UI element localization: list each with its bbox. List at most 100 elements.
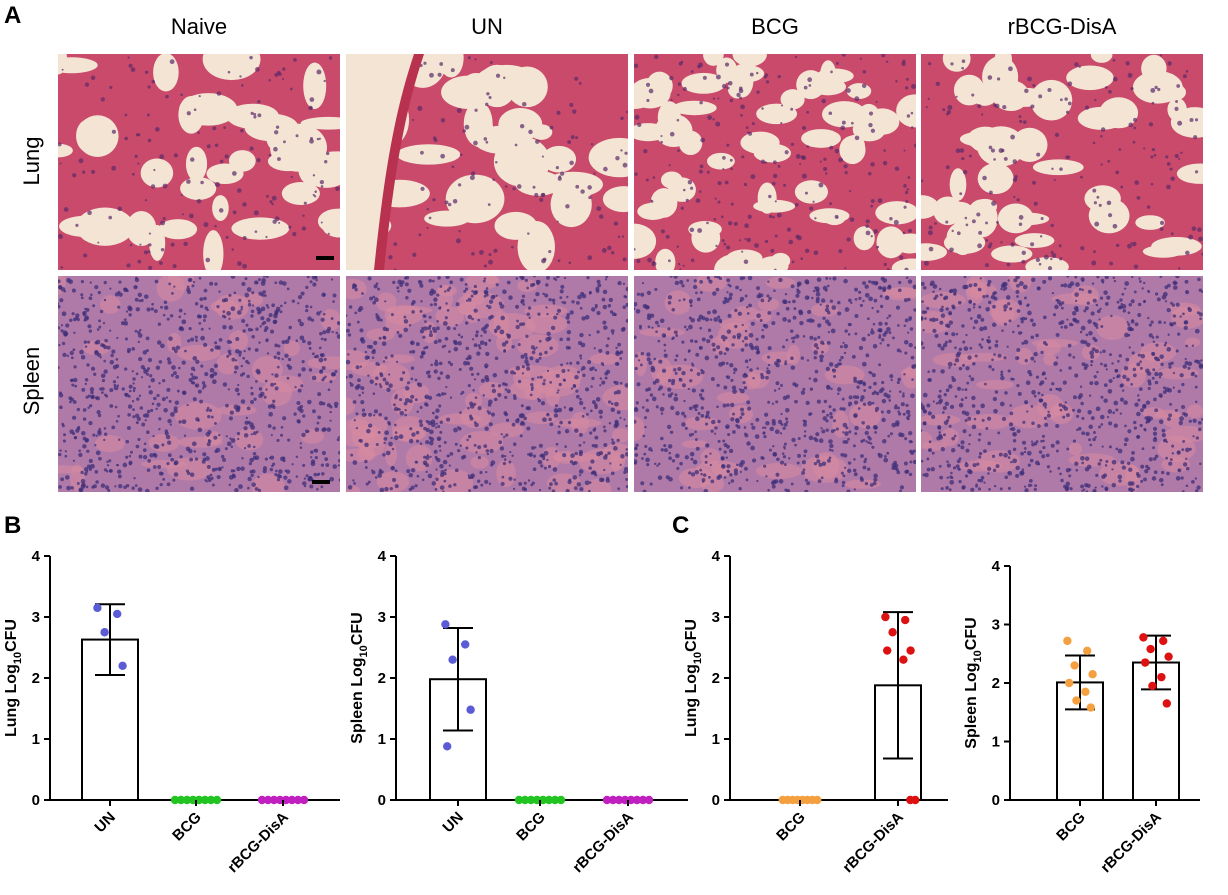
data-point [906,646,915,655]
y-tick-label: 1 [712,731,720,748]
data-point [443,742,452,751]
data-point [100,628,109,637]
data-point [602,795,612,805]
data-point [441,620,450,629]
x-tick-label: UN [439,809,466,836]
data-point [614,795,624,805]
chart-2: 0 1 2 3 4 Spleen Log10CFU UN BCG rBCG-DisA [349,548,688,876]
data-point [206,795,216,805]
y-tick-label: 2 [378,670,386,687]
y-axis-label: Lung Log10CFU [3,619,24,737]
y-tick-label: 4 [992,558,1001,575]
data-point [461,640,470,649]
spleen-micrograph-naive [58,276,340,492]
data-point [182,795,192,805]
scale-bar [316,256,334,260]
chart-3: 0 1 2 3 4 Lung Log10CFU BCG rBCG-DisA [683,548,948,876]
column-header-un: UN [471,14,503,39]
data-point [1139,633,1148,642]
y-tick-label: 4 [378,548,387,565]
data-point [1072,696,1081,705]
data-point [1083,646,1092,656]
x-tick-label: UN [91,809,118,836]
y-tick-label: 3 [992,617,1000,634]
x-tick-label: BCG [1053,809,1089,845]
data-point [448,655,457,664]
y-tick-label: 0 [378,792,386,809]
data-point [212,795,222,805]
data-point [1088,670,1097,679]
y-tick-label: 1 [992,734,1000,751]
data-point [1081,687,1090,696]
y-tick-label: 0 [992,792,1000,809]
data-point [899,655,908,664]
data-point [888,628,897,637]
spleen-micrograph-un [346,276,628,492]
lung-micrograph-un [346,54,628,270]
data-point [544,795,554,805]
y-tick-label: 4 [32,548,41,565]
data-point [1063,636,1072,646]
data-point [556,795,566,805]
panel-letter-b: B [4,512,22,539]
data-point [287,795,297,805]
x-tick-label: BCG [513,809,549,845]
y-tick-label: 4 [712,548,721,565]
y-tick-label: 3 [32,609,40,626]
y-axis-label: Spleen Log10CFU [349,612,370,743]
y-tick-label: 2 [712,670,720,687]
data-point [644,795,654,805]
data-point [881,612,890,622]
data-point [608,795,618,805]
column-header-rbcg-disa: rBCG-DisA [1007,14,1117,39]
data-point [901,615,910,625]
data-point [200,795,210,805]
x-tick-label: BCG [169,809,205,845]
data-point [1157,672,1166,682]
data-point [1162,699,1172,708]
data-point [1159,636,1168,646]
chart-4: 0 1 2 3 4 Spleen Log10CFU BCG rBCG-DisA [963,558,1200,876]
data-point [526,795,536,805]
data-point [299,795,309,805]
x-tick-label: rBCG-DisA [839,809,907,877]
x-tick-label: rBCG-DisA [1097,809,1165,877]
y-tick-label: 2 [992,675,1000,692]
data-point [1065,678,1074,688]
y-tick-label: 0 [712,792,720,809]
y-axis-label: Lung Log10CFU [683,619,704,737]
data-point [813,795,822,805]
data-point [93,603,102,613]
data-point [257,795,267,805]
data-point [118,661,127,670]
panel-letter-c: C [672,512,690,539]
data-point [1146,644,1155,654]
data-point [269,795,279,805]
lung-micrograph-bcg [634,54,916,270]
data-point [1141,658,1150,667]
y-tick-label: 3 [378,609,386,626]
data-point [1086,703,1096,712]
data-point [263,795,273,805]
data-point [1164,652,1173,661]
y-tick-label: 3 [712,609,720,626]
data-point [1070,661,1079,670]
data-point [520,795,530,805]
spleen-micrograph-bcg [634,276,916,492]
data-point [176,795,186,805]
y-tick-label: 2 [32,670,40,687]
column-header-naive: Naive [170,14,228,39]
x-tick-label: rBCG-DisA [224,809,292,877]
scale-bar [312,480,330,484]
data-point [514,795,524,805]
data-point [550,795,560,805]
spleen-micrograph-rbcg-disa [921,276,1203,492]
x-tick-label: rBCG-DisA [569,809,637,877]
data-point [170,795,180,805]
lung-micrograph-naive [58,54,340,270]
y-tick-label: 1 [378,731,386,748]
data-point [1148,681,1157,691]
y-tick-label: 0 [32,792,40,809]
data-point [466,705,475,714]
